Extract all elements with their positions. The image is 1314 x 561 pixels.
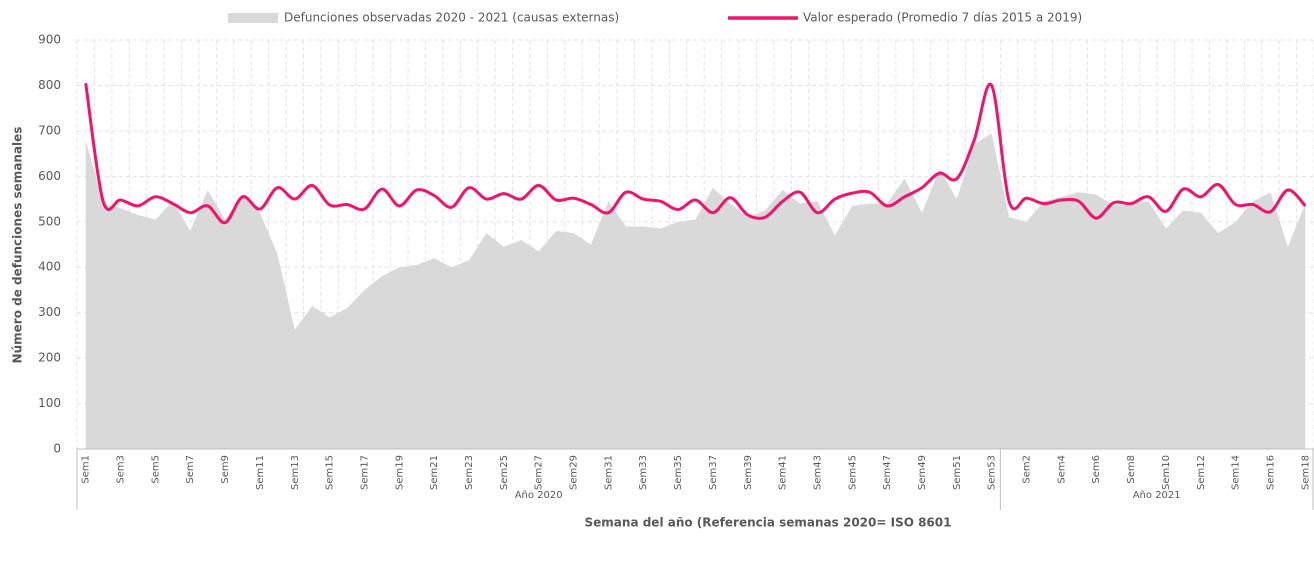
x-tick-label: Sem6 [1091,455,1102,484]
x-tick-label: Sem1 [81,455,92,484]
x-tick-label: Sem19 [394,455,405,490]
legend-label: Valor esperado (Promedio 7 días 2015 a 2… [803,11,1082,25]
x-tick-label: Sem41 [778,455,789,490]
x-tick-label: Sem7 [185,455,196,484]
x-tick-label: Sem27 [534,455,545,490]
x-tick-label: Sem17 [359,455,370,490]
x-tick-label: Sem49 [917,455,928,490]
y-tick-label: 900 [38,33,61,47]
x-tick-label: Sem13 [290,455,301,490]
x-tick-label: Sem39 [743,455,754,490]
x-tick-label: Sem45 [847,455,858,490]
x-tick-label: Sem53 [987,455,998,490]
area [85,133,1306,449]
legend-label: Defunciones observadas 2020 - 2021 (caus… [284,11,619,25]
x-tick-label: Sem43 [812,455,823,490]
x-tick-label: Sem18 [1300,455,1311,490]
x-tick-label: Sem31 [603,455,614,490]
y-tick-label: 100 [38,396,61,410]
y-tick-label: 700 [38,123,61,137]
x-tick-label: Sem3 [116,455,127,484]
x-tick-label: Sem16 [1265,455,1276,490]
x-tick-label: Sem25 [499,455,510,490]
line [84,82,1307,225]
y-tick-label: 800 [38,78,61,92]
x-tick-label: Sem9 [220,455,231,484]
legend-swatch [228,13,278,23]
x-tick-label: Sem29 [569,455,580,490]
x-tick-label: Sem10 [1161,455,1172,490]
x-tick-label: Sem5 [150,455,161,484]
y-axis-title: Número de defunciones semanales [11,127,25,364]
x-tick-label: Sem8 [1126,455,1137,484]
x-tick-label: Sem35 [673,455,684,490]
x-tick-label: Sem4 [1056,455,1067,484]
x-tick-label: Sem2 [1022,455,1033,484]
x-tick-label: Sem21 [429,455,440,490]
y-tick-label: 500 [38,214,61,228]
x-tick-label: Sem12 [1196,455,1207,490]
y-tick-label: 200 [38,351,61,365]
x-tick-label: Sem23 [464,455,475,490]
x-tick-label: Sem37 [708,455,719,490]
y-tick-label: 0 [53,442,61,456]
x-tick-label: Sem15 [325,455,336,490]
x-tick-label: Sem47 [882,455,893,490]
y-tick-label: 600 [38,169,61,183]
x-axis-title: Semana del año (Referencia semanas 2020=… [585,516,952,530]
group-label: Año 2020 [515,490,563,501]
x-tick-label: Sem14 [1231,455,1242,490]
x-tick-label: Sem51 [952,455,963,490]
y-tick-label: 300 [38,305,61,319]
x-tick-label: Sem11 [255,455,266,490]
group-label: Año 2021 [1133,490,1181,501]
y-tick-label: 400 [38,260,61,274]
x-tick-label: Sem33 [638,455,649,490]
